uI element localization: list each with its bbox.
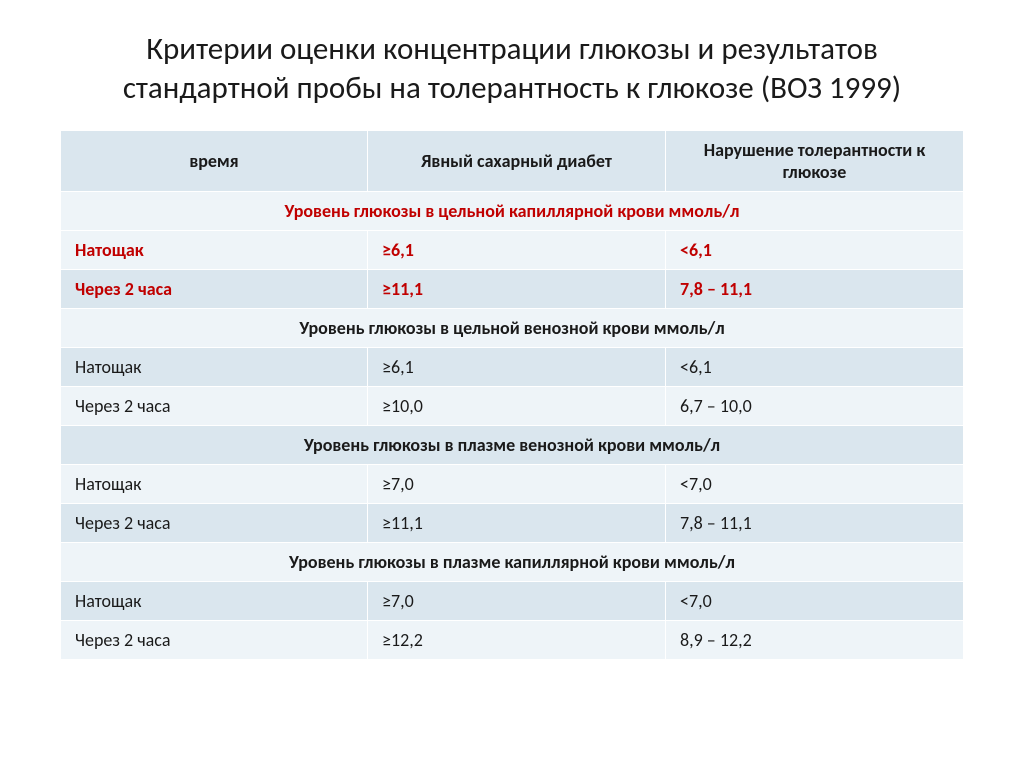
section-title: Уровень глюкозы в плазме капиллярной кро… [61, 542, 964, 581]
header-row: времяЯвный сахарный диабетНарушение толе… [61, 130, 964, 191]
row-igt: <6,1 [666, 347, 964, 386]
section-heading: Уровень глюкозы в цельной венозной крови… [61, 308, 964, 347]
row-label: Натощак [61, 464, 368, 503]
data-row: Натощак≥6,1<6,1 [61, 347, 964, 386]
section-title: Уровень глюкозы в плазме венозной крови … [61, 425, 964, 464]
row-igt: 6,7 – 10,0 [666, 386, 964, 425]
row-igt: 7,8 – 11,1 [666, 503, 964, 542]
row-diabetes: ≥6,1 [368, 230, 666, 269]
data-row: Через 2 часа≥11,17,8 – 11,1 [61, 269, 964, 308]
data-row: Через 2 часа≥10,06,7 – 10,0 [61, 386, 964, 425]
section-heading: Уровень глюкозы в плазме венозной крови … [61, 425, 964, 464]
data-row: Натощак≥6,1<6,1 [61, 230, 964, 269]
row-label: Натощак [61, 230, 368, 269]
row-diabetes: ≥11,1 [368, 503, 666, 542]
row-igt: <7,0 [666, 464, 964, 503]
section-title: Уровень глюкозы в цельной капиллярной кр… [61, 191, 964, 230]
row-diabetes: ≥7,0 [368, 464, 666, 503]
slide-title: Критерии оценки концентрации глюкозы и р… [60, 30, 964, 108]
row-igt: <6,1 [666, 230, 964, 269]
section-title: Уровень глюкозы в цельной венозной крови… [61, 308, 964, 347]
row-label: Натощак [61, 581, 368, 620]
header-diabetes: Явный сахарный диабет [368, 130, 666, 191]
section-heading: Уровень глюкозы в плазме капиллярной кро… [61, 542, 964, 581]
row-igt: <7,0 [666, 581, 964, 620]
row-label: Через 2 часа [61, 269, 368, 308]
row-diabetes: ≥10,0 [368, 386, 666, 425]
row-label: Через 2 часа [61, 503, 368, 542]
data-row: Натощак≥7,0<7,0 [61, 464, 964, 503]
row-igt: 8,9 – 12,2 [666, 620, 964, 659]
data-row: Натощак≥7,0<7,0 [61, 581, 964, 620]
row-label: Через 2 часа [61, 386, 368, 425]
header-igt: Нарушение толерантности к глюкозе [666, 130, 964, 191]
criteria-table: времяЯвный сахарный диабетНарушение толе… [60, 130, 964, 660]
row-diabetes: ≥7,0 [368, 581, 666, 620]
row-label: Через 2 часа [61, 620, 368, 659]
row-diabetes: ≥6,1 [368, 347, 666, 386]
row-igt: 7,8 – 11,1 [666, 269, 964, 308]
header-time: время [61, 130, 368, 191]
section-heading: Уровень глюкозы в цельной капиллярной кр… [61, 191, 964, 230]
row-label: Натощак [61, 347, 368, 386]
row-diabetes: ≥12,2 [368, 620, 666, 659]
row-diabetes: ≥11,1 [368, 269, 666, 308]
data-row: Через 2 часа≥12,28,9 – 12,2 [61, 620, 964, 659]
data-row: Через 2 часа≥11,17,8 – 11,1 [61, 503, 964, 542]
